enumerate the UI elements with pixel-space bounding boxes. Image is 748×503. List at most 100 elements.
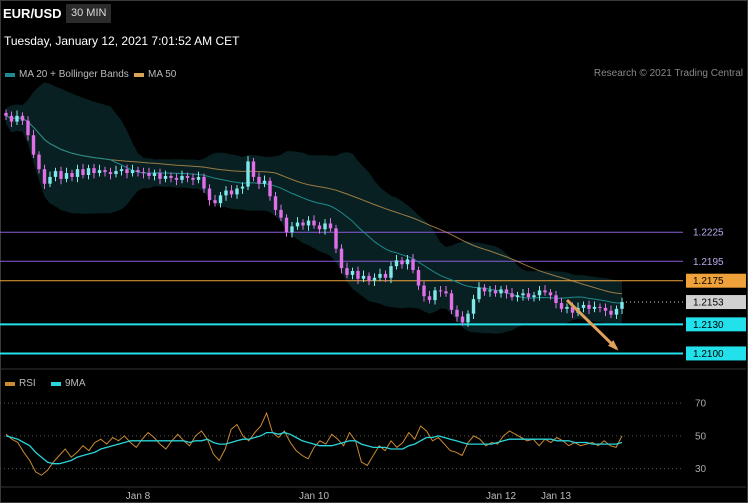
candle-body xyxy=(53,171,58,177)
price-panel: 1.2225 1.2195 1.2175 1.2153 1.2130 1.2100 xyxy=(0,82,746,361)
candle-body xyxy=(141,172,146,174)
candle-body xyxy=(482,287,487,292)
candle-body xyxy=(229,190,234,195)
candle-body xyxy=(356,271,360,279)
level-label-1.2153: 1.2153 xyxy=(693,298,724,309)
candle-body xyxy=(136,170,140,173)
candle-body xyxy=(449,293,454,310)
candle-body xyxy=(422,285,426,297)
candle-body xyxy=(224,190,228,196)
candle-body xyxy=(603,307,608,311)
legend-swatch-ma20 xyxy=(5,72,15,77)
candle-body xyxy=(15,115,19,122)
rsi-line xyxy=(5,411,623,476)
rsi-tick-label-30: 30 xyxy=(695,464,707,475)
interval-button[interactable]: 30 MIN xyxy=(66,4,112,23)
candle-body xyxy=(75,169,80,177)
legend-label-rsi: RSI xyxy=(19,378,36,389)
candle-body xyxy=(592,306,597,309)
candle-body xyxy=(543,290,547,293)
candle-body xyxy=(268,180,272,197)
candle-body xyxy=(515,295,520,298)
candle-body xyxy=(218,195,223,204)
candle-body xyxy=(383,273,388,278)
candle-body xyxy=(350,271,355,275)
candle-body xyxy=(477,287,481,300)
candle-body xyxy=(37,154,41,170)
candle-body xyxy=(394,260,399,267)
candle-body xyxy=(554,295,558,304)
level-box-1.2130 xyxy=(686,317,746,332)
candle-body xyxy=(191,177,195,180)
candle-body xyxy=(433,290,437,301)
candle-body xyxy=(306,220,311,226)
candle-body xyxy=(455,309,459,317)
candle-body xyxy=(438,290,443,292)
rsi-tick-label-50: 50 xyxy=(695,431,707,442)
level-box-1.2100 xyxy=(686,346,746,361)
candle-body xyxy=(81,169,85,175)
x-tick-label: Jan 8 xyxy=(126,491,151,502)
candle-body xyxy=(125,169,129,174)
level-label-1.2195: 1.2195 xyxy=(693,257,724,268)
x-tick-label: Jan 12 xyxy=(486,491,516,502)
candle-body xyxy=(521,293,525,296)
candle-body xyxy=(262,180,267,184)
candle-body xyxy=(526,293,531,298)
symbol-title[interactable]: EUR/USD xyxy=(3,6,62,21)
candle-body xyxy=(559,303,564,309)
candle-body xyxy=(103,170,107,173)
rsi-tick-label-70: 70 xyxy=(695,399,707,410)
candle-body xyxy=(92,168,96,174)
candle-body xyxy=(97,170,102,174)
candle-body xyxy=(240,186,245,189)
x-tick-label: Jan 13 xyxy=(541,491,571,502)
bollinger-band xyxy=(6,82,622,334)
timestamp: Tuesday, January 12, 2021 7:01:52 AM CET xyxy=(4,34,240,48)
candle-body xyxy=(26,120,30,136)
candle-body xyxy=(235,188,239,195)
level-box-1.2153 xyxy=(686,295,746,310)
legend-label-ma20: MA 20 + Bollinger Bands xyxy=(19,69,129,80)
candle-body xyxy=(284,217,289,233)
candle-body xyxy=(565,306,569,309)
legend-ma50: MA 50 xyxy=(134,69,176,80)
candle-body xyxy=(548,292,553,296)
level-label-1.2130: 1.2130 xyxy=(693,320,724,331)
candle-body xyxy=(405,259,410,265)
rsi-panel: 70 50 30 xyxy=(0,399,707,476)
legend-label-ma50: MA 50 xyxy=(148,69,177,80)
candle-body xyxy=(427,296,432,301)
copyright-label: Research © 2021 Trading Central xyxy=(593,68,743,79)
candle-body xyxy=(460,316,465,323)
candle-body xyxy=(273,196,278,210)
candle-body xyxy=(301,222,305,226)
candle-body xyxy=(378,273,382,278)
level-label-1.2100: 1.2100 xyxy=(693,349,724,360)
candle-body xyxy=(174,177,179,180)
candle-body xyxy=(290,226,294,233)
candle-body xyxy=(510,293,514,298)
candle-body xyxy=(295,222,300,227)
x-axis: Jan 8 Jan 10 Jan 12 Jan 13 xyxy=(0,486,746,502)
candle-body xyxy=(466,313,470,323)
candle-body xyxy=(537,290,542,296)
candle-body xyxy=(411,259,415,271)
candle-body xyxy=(532,295,536,298)
x-tick-label: Jan 10 xyxy=(299,491,329,502)
candle-body xyxy=(279,209,283,218)
candle-body xyxy=(581,304,586,308)
forecast-arrow-shaft xyxy=(565,299,618,350)
legend-label-9ma: 9MA xyxy=(65,378,86,389)
candle-body xyxy=(9,115,14,122)
candle-body xyxy=(4,112,8,116)
candle-body xyxy=(257,176,261,184)
candle-body xyxy=(48,176,52,184)
candle-body xyxy=(251,161,256,177)
candle-body xyxy=(196,176,201,180)
candle-body xyxy=(207,188,212,201)
candle-body xyxy=(185,175,190,178)
candle-body xyxy=(64,173,69,179)
candle-body xyxy=(488,290,492,292)
